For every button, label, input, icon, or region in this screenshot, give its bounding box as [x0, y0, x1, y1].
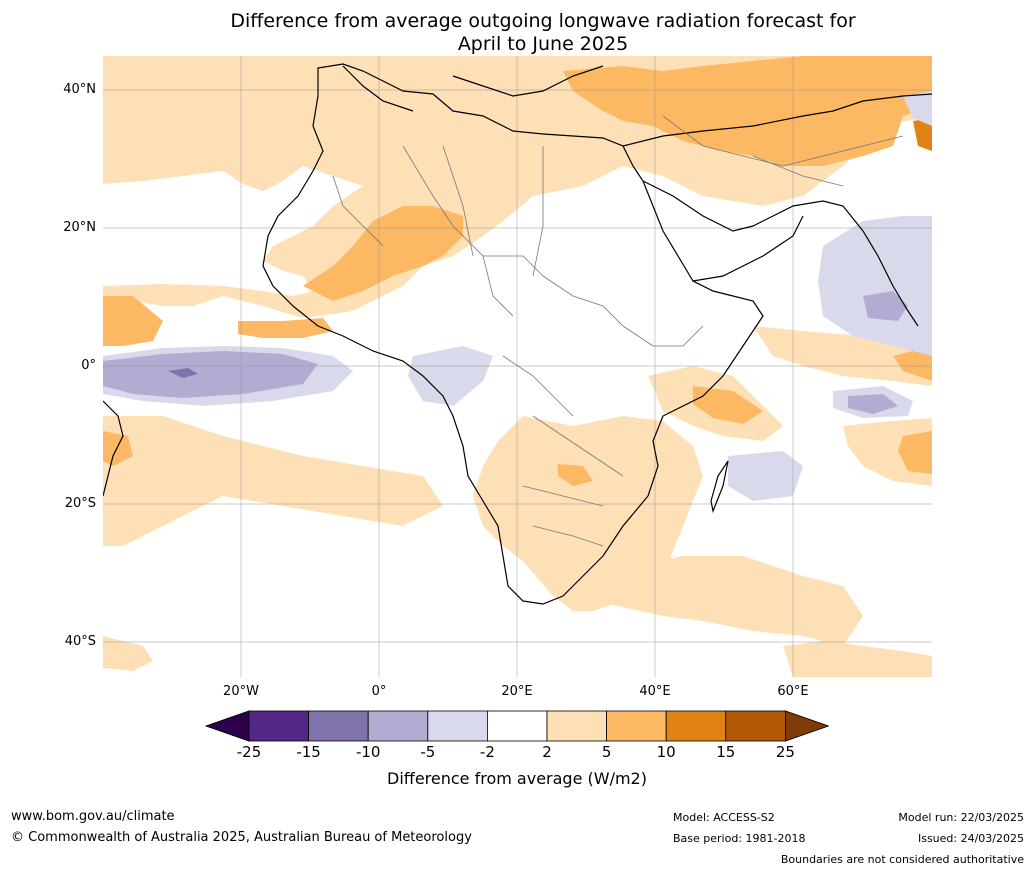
- colorbar-tick-label: -25: [236, 743, 262, 761]
- footer-model: Model: ACCESS-S2: [673, 811, 775, 824]
- colorbar-cell: [486, 710, 548, 742]
- coastlines: [103, 63, 932, 605]
- colorbar-tick-label: 10: [656, 743, 676, 761]
- colorbar-tick-label: 25: [775, 743, 795, 761]
- map-panel: [103, 56, 932, 677]
- colorbar-extension-low: [205, 710, 250, 742]
- colorbar-tick-label: 15: [716, 743, 736, 761]
- footer-copyright: © Commonwealth of Australia 2025, Austra…: [11, 830, 472, 845]
- colorbar: [205, 710, 829, 742]
- colorbar-tick-label: -2: [479, 743, 495, 761]
- map-title: Difference from average outgoing longwav…: [0, 10, 1035, 56]
- footer-website: www.bom.gov.au/climate: [11, 809, 175, 824]
- lon-label-60e: 60°E: [777, 684, 809, 699]
- lon-label-0: 0°: [371, 684, 387, 699]
- colorbar-cells: [205, 710, 829, 742]
- colorbar-tick-label: -5: [420, 743, 436, 761]
- colorbar-tick-label: 5: [601, 743, 612, 761]
- colorbar-tick-label: -10: [355, 743, 381, 761]
- colorbar-cell: [248, 710, 309, 742]
- olr-anomaly-map: [103, 56, 932, 677]
- colorbar-tick-label: -15: [296, 743, 321, 761]
- colorbar-cell: [606, 710, 667, 742]
- colorbar-cell: [367, 710, 429, 742]
- lat-label-20n: 20°N: [63, 220, 96, 235]
- anomaly-fill-10-to-15: [913, 118, 932, 151]
- footer-issued: Issued: 24/03/2025: [917, 832, 1024, 845]
- footer-base-period: Base period: 1981-2018: [673, 832, 806, 845]
- lon-label-40e: 40°E: [639, 684, 671, 699]
- colorbar-cell: [427, 710, 488, 742]
- colorbar-extension-high: [785, 710, 829, 742]
- colorbar-cell: [308, 710, 369, 742]
- title-line-2: April to June 2025: [457, 33, 629, 55]
- footer-disclaimer: Boundaries are not considered authoritat…: [780, 853, 1024, 866]
- footer-model-run: Model run: 22/03/2025: [898, 811, 1024, 824]
- graticule: [103, 56, 932, 677]
- title-line-1: Difference from average outgoing longwav…: [230, 10, 856, 32]
- colorbar-label: Difference from average (W/m2): [387, 769, 647, 788]
- lat-label-40s: 40°S: [64, 634, 96, 649]
- colorbar-tick-label: 2: [542, 743, 552, 761]
- lat-label-20s: 20°S: [64, 496, 96, 511]
- colorbar-cell: [546, 710, 607, 742]
- anomaly-fill-minus15-to-minus10: [168, 368, 198, 378]
- lat-label-40n: 40°N: [63, 82, 96, 97]
- country-borders: [332, 115, 904, 547]
- colorbar-cell: [665, 710, 727, 742]
- colorbar-cell: [725, 710, 786, 742]
- anomaly-fill-minus10-to-minus5: [103, 291, 908, 414]
- lon-label-20w: 20°W: [223, 684, 259, 699]
- lat-label-0: 0°: [81, 358, 96, 373]
- lon-label-20e: 20°E: [501, 684, 533, 699]
